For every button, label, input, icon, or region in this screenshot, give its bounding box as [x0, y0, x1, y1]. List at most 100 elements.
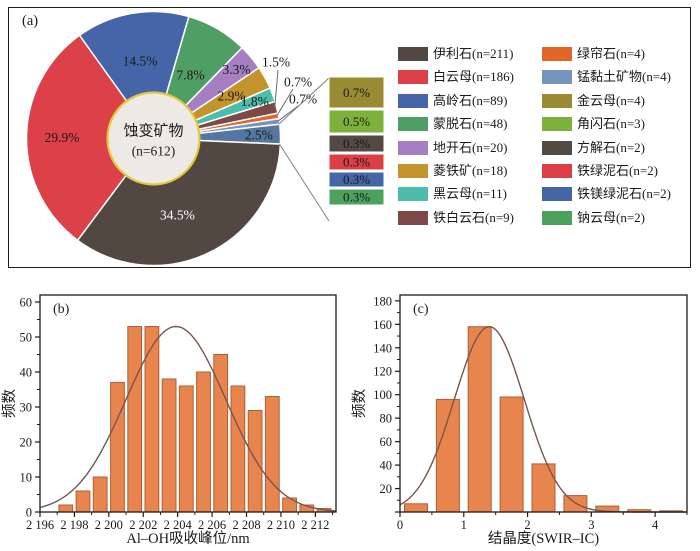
y-tick-label: 60	[380, 435, 393, 449]
legend-item: 铁绿泥石(n=2)	[542, 162, 671, 178]
legend-item: 蒙脱石(n=48)	[398, 117, 514, 132]
x-tick-label: 2 208	[232, 518, 260, 532]
pie-leader-line	[277, 105, 299, 123]
hist-bar	[178, 385, 194, 513]
y-tick-label: 50	[20, 331, 33, 345]
x-axis-title: 结晶度(SWIR–IC)	[488, 530, 599, 547]
legend-label: 铁白云石(n=9)	[433, 209, 514, 225]
legend-swatch	[398, 140, 428, 155]
legend-label: 高岭石(n=89)	[433, 92, 508, 108]
legend-item: 白云母(n=186)	[398, 69, 514, 85]
hist-bar	[92, 476, 108, 513]
hist-bar	[161, 378, 177, 513]
hist-bar	[75, 490, 91, 513]
y-tick-label: 100	[373, 388, 392, 402]
legend-item: 锰黏土矿物(n=4)	[542, 70, 671, 85]
pie-outside-percent-label: 1.5%	[262, 55, 290, 70]
y-tick-label: 180	[373, 294, 392, 308]
x-tick-label: 2 212	[301, 518, 329, 532]
hist-bar	[531, 463, 556, 513]
pie-center-title: 蚀变矿物	[123, 123, 183, 140]
x-axis-title: Al–OH吸收峰位/nm	[126, 530, 250, 547]
y-tick-label: 140	[373, 341, 392, 355]
pie-leader-line	[276, 88, 294, 117]
x-tick-label: 2 196	[26, 518, 54, 532]
legend-swatch	[542, 210, 572, 225]
callout-cell-金云母	[328, 76, 385, 109]
y-tick-label: 0	[26, 506, 32, 520]
callout-percent-label: 0.3%	[343, 190, 370, 205]
legend-item: 黑云母(n=11)	[398, 187, 514, 202]
hist-bar	[563, 495, 588, 513]
hist-bar	[127, 326, 143, 513]
hist-bar	[110, 382, 125, 513]
legend-item: 菱铁矿(n=18)	[398, 162, 514, 178]
callout-leader-line-top	[278, 77, 330, 125]
x-tick-label: 2 204	[164, 518, 193, 532]
legend-item: 伊利石(n=211)	[398, 47, 514, 61]
legend-label: 白云母(n=186)	[433, 69, 514, 85]
legend-swatch	[398, 187, 428, 202]
callout-leader-line-bottom	[278, 143, 330, 222]
y-tick-label: 10	[20, 471, 33, 485]
plot-frame	[399, 294, 688, 513]
pie-center-subtitle: (n=612)	[132, 144, 176, 159]
y-tick-label: 40	[20, 366, 33, 380]
legend-swatch	[398, 93, 428, 108]
hist-bar	[247, 410, 263, 513]
y-tick-label: 40	[380, 459, 393, 473]
histogram-crystallinity: 0 1 2 3 4 20 40 60 80 100 120 140 160 180 (c) 结晶度(SWIR–…	[351, 294, 688, 547]
legend-label: 铁绿泥石(n=2)	[577, 162, 658, 178]
histogram-aloh: 2 196 2 198 2 200 2 202 2 204 2 206 2 208 2 210…	[1, 294, 337, 547]
y-tick-label: 120	[373, 365, 392, 379]
y-tick-label: 20	[380, 482, 393, 496]
pie-slice-percent-label: 2.9%	[217, 88, 245, 103]
legend-item: 高岭石(n=89)	[398, 92, 514, 108]
y-tick-label: 60	[20, 296, 33, 310]
callout-cell-角闪石	[328, 109, 385, 134]
hist-bar	[230, 385, 246, 513]
x-tick-label: 2 198	[60, 518, 88, 532]
x-tick-label: 4	[652, 518, 659, 532]
pie-slice-percent-label: 14.5%	[123, 53, 158, 68]
pie-outside-percent-label: 0.7%	[284, 75, 312, 90]
legend-item: 地开石(n=20)	[398, 139, 514, 155]
plot-frame	[39, 294, 337, 513]
legend-swatch	[398, 47, 428, 61]
hist-bar	[196, 371, 211, 513]
pie-slice-percent-label: 2.5%	[245, 127, 273, 142]
legend-label: 菱铁矿(n=18)	[433, 162, 508, 178]
x-tick-label: 0	[397, 518, 403, 532]
callout-percent-label: 0.3%	[343, 172, 370, 187]
y-tick-label: 20	[20, 436, 33, 450]
callout-percent-label: 0.3%	[343, 155, 370, 170]
legend-swatch	[398, 117, 428, 132]
pie-legend-column-1: 伊利石(n=211) 白云母(n=186) 高岭石(n=89) 蒙脱石(n=48) 地开…	[398, 47, 514, 234]
pie-slice-percent-label: 1.8%	[241, 94, 269, 109]
legend-item: 绿帘石(n=4)	[542, 47, 671, 61]
legend-item: 方解石(n=2)	[542, 140, 671, 155]
callout-percent-label: 0.7%	[343, 85, 370, 100]
x-tick-label: 2 200	[95, 518, 123, 532]
panel-letter-label: (c)	[413, 302, 429, 317]
callout-cell-方解石	[328, 134, 385, 153]
hist-bar	[435, 398, 460, 513]
legend-swatch	[542, 70, 572, 85]
legend-swatch	[542, 140, 572, 155]
callout-percent-label: 0.5%	[343, 114, 370, 129]
pie-slice-白云母	[25, 34, 155, 242]
y-tick-label: 80	[380, 412, 393, 426]
hist-bar	[264, 396, 280, 513]
pie-leader-line	[274, 69, 279, 108]
legend-label: 金云母(n=4)	[577, 92, 645, 108]
x-tick-label: 1	[461, 518, 467, 532]
pie-legend-column-2: 绿帘石(n=4) 锰黏土矿物(n=4) 金云母(n=4) 角闪石(n=3) 方解石(n=…	[542, 47, 671, 234]
x-tick-label: 3	[588, 518, 594, 532]
hist-bar	[499, 396, 524, 513]
y-tick-label: 160	[373, 318, 392, 332]
pie-slice-percent-label: 34.5%	[160, 207, 195, 222]
legend-item: 角闪石(n=3)	[542, 117, 671, 132]
pie-slice-percent-label: 3.3%	[222, 62, 250, 77]
legend-swatch	[542, 187, 572, 202]
legend-label: 地开石(n=20)	[433, 139, 508, 155]
